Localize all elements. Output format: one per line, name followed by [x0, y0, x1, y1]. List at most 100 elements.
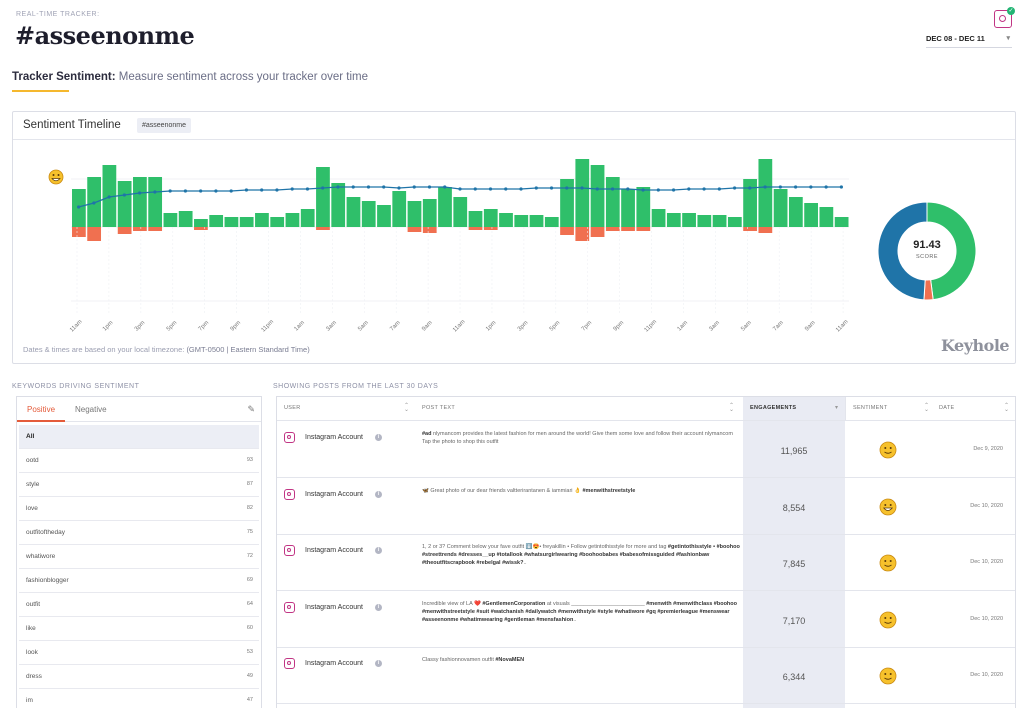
keyword-row[interactable]: outfitoftheday 75: [19, 521, 259, 545]
sort-icon[interactable]: ⌃ ⌄: [1004, 403, 1010, 413]
post-text[interactable]: 1, 2 or 3? Comment below your fave outfi…: [422, 544, 740, 567]
instagram-lens-icon: [287, 604, 291, 609]
post-text[interactable]: #ad nlymancom provides the latest fashio…: [422, 431, 733, 446]
post-date: Dec 10, 2020: [970, 502, 1003, 509]
account-name[interactable]: Instagram Account: [305, 490, 363, 498]
post-date: Dec 10, 2020: [970, 615, 1003, 622]
engagements-value: 11,965: [780, 446, 808, 456]
info-icon[interactable]: i: [375, 603, 382, 611]
positive-bar: [636, 187, 651, 227]
tab-negative[interactable]: Negative: [75, 405, 107, 414]
keyword-list: All ootd 93 style 87 love 82 outfitoftheday 75 wh…: [19, 425, 259, 708]
score-point: [549, 186, 554, 190]
account-name[interactable]: Instagram Account: [305, 603, 363, 611]
x-tick-label: 5am: [357, 320, 369, 332]
post-date: Dec 9, 2020: [973, 446, 1003, 452]
col-header-date[interactable]: DATE: [939, 405, 955, 411]
positive-bar: [697, 215, 712, 227]
sort-icon[interactable]: ⌃ ⌄: [404, 403, 410, 413]
pencil-icon[interactable]: ✎: [247, 404, 255, 414]
positive-bar: [590, 165, 605, 227]
sort-icon[interactable]: ⌃ ⌄: [729, 403, 735, 413]
x-tick-label: 3pm: [134, 320, 146, 332]
tracker-tag-chip[interactable]: #asseenonme: [137, 118, 191, 133]
keyword-row[interactable]: dress 49: [19, 665, 259, 689]
keyword-name: outfitoftheday: [26, 529, 66, 536]
keyword-row[interactable]: im 47: [19, 689, 259, 708]
score-point: [107, 195, 111, 199]
col-header-engagements[interactable]: ENGAGEMENTS: [750, 405, 797, 411]
col-header-user[interactable]: USER: [284, 405, 301, 411]
x-tick-label: 7pm: [581, 320, 593, 332]
x-tick-label: 11pm: [261, 319, 276, 334]
engagements-value: 8,554: [782, 502, 806, 513]
keyword-row[interactable]: fashionblogger 69: [19, 569, 259, 593]
positive-bar: [529, 215, 544, 227]
post-text[interactable]: Incredible view of LA ❤️ #GentlemenCorpo…: [422, 600, 738, 623]
positive-bar: [834, 217, 849, 227]
score-point: [656, 188, 660, 192]
x-tick-label: 11pm: [644, 319, 659, 334]
negative-bar: [743, 227, 757, 231]
grin-emoji-marker: [48, 169, 64, 185]
sentiment-timeline-card: Sentiment Timeline #asseenonme 11am 1pm 3p…: [12, 111, 1016, 364]
post-text[interactable]: Classy fashionnovamen outfit #NovaMEN: [422, 657, 525, 663]
account-name[interactable]: Instagram Account: [305, 547, 363, 554]
score-point: [305, 187, 310, 191]
account-name[interactable]: Instagram Account: [305, 434, 363, 441]
section-underline: [12, 90, 69, 92]
table-row[interactable]: Instagram Account i #ad nlymancom provides…: [277, 422, 1015, 478]
positive-bar: [514, 215, 529, 227]
x-tick-label: 11am: [835, 319, 850, 334]
x-tick-label: 3am: [325, 320, 337, 332]
date-range-select[interactable]: DEC 08 - DEC 11 ▾: [926, 34, 1012, 48]
sort-desc-icon[interactable]: ▾: [835, 405, 839, 411]
card-title: Sentiment Timeline: [23, 119, 121, 131]
account-name[interactable]: Instagram Account: [305, 660, 363, 667]
sentiment-timeline-chart[interactable]: 11am 1pm 3pm 5pm 7pm 9pm 11pm 1am 3am 5am 7am 9am 11…: [13, 141, 863, 341]
keywords-section-title: KEYWORDS DRIVING SENTIMENT: [12, 383, 140, 390]
score-label: SCORE: [915, 254, 939, 260]
table-row[interactable]: Instagram Account i 🦋 Great photo of our d…: [277, 479, 1015, 535]
score-point: [290, 187, 294, 191]
col-header-post-text[interactable]: POST TEXT: [422, 405, 456, 411]
positive-bar: [819, 207, 834, 227]
sentiment-score-donut[interactable]: 91.43 SCORE: [877, 201, 977, 301]
table-row[interactable]: Instagram Account i Incredible view of LA …: [277, 592, 1015, 648]
post-text[interactable]: 🦋 Great photo of our dear friends valtte…: [422, 487, 636, 494]
score-point: [153, 190, 157, 194]
positive-bar: [194, 219, 208, 227]
info-icon[interactable]: i: [375, 660, 382, 667]
negative-bar: [72, 227, 86, 237]
score-point: [366, 185, 371, 189]
instagram-lens-icon: [999, 15, 1006, 22]
sort-icon[interactable]: ⌃ ⌄: [924, 403, 930, 413]
info-icon[interactable]: i: [375, 547, 382, 554]
keyword-row[interactable]: like 60: [19, 617, 259, 641]
positive-bar: [621, 189, 635, 227]
keyword-row[interactable]: ootd 93: [19, 449, 259, 473]
info-icon[interactable]: i: [375, 490, 382, 498]
tracker-label: REAL-TIME TRACKER:: [16, 11, 100, 18]
keyword-row[interactable]: look 53: [19, 641, 259, 665]
keyword-count: 72: [246, 553, 253, 559]
table-row[interactable]: Instagram Account i 1, 2 or 3? Comment bel…: [277, 535, 1015, 591]
keyword-name: All: [26, 433, 35, 440]
info-icon[interactable]: i: [375, 434, 382, 441]
score-point: [138, 191, 142, 195]
tab-positive[interactable]: Positive: [27, 405, 56, 414]
score-point: [77, 205, 81, 209]
keyword-row[interactable]: All: [19, 425, 259, 449]
keyword-row[interactable]: style 87: [19, 473, 259, 497]
negative-bar: [407, 227, 422, 232]
positive-bar: [773, 189, 788, 227]
keyword-name: style: [26, 481, 40, 488]
keyword-row[interactable]: whatiwore 72: [19, 545, 259, 569]
score-point: [412, 185, 416, 189]
table-row[interactable]: Instagram Account i Classy fashionnovamen …: [277, 648, 1015, 704]
keyword-row[interactable]: love 82: [19, 497, 259, 521]
col-header-sentiment[interactable]: SENTIMENT: [853, 405, 888, 411]
keyword-row[interactable]: outfit 64: [19, 593, 259, 617]
instagram-icon[interactable]: ✓: [994, 7, 1015, 28]
keyword-count: 60: [246, 625, 253, 631]
